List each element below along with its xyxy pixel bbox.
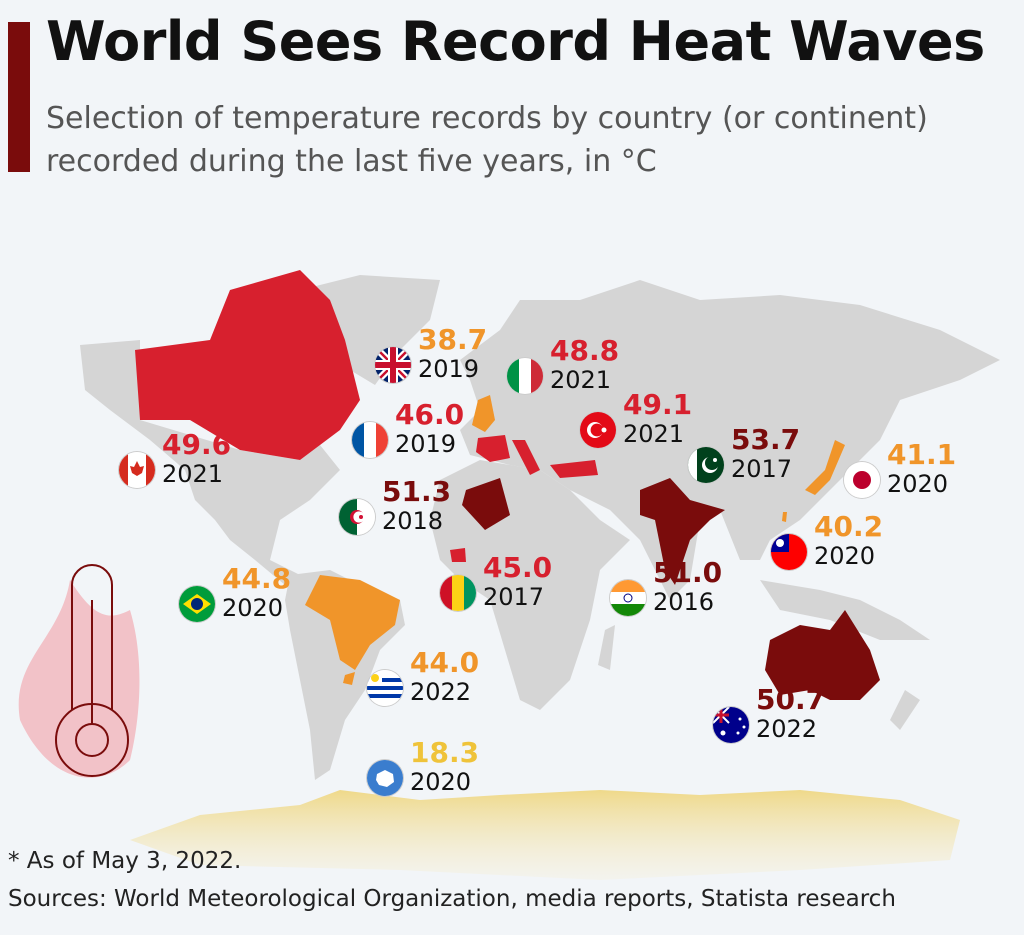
canada-flag-icon bbox=[119, 452, 155, 488]
record-year: 2020 bbox=[222, 594, 284, 622]
record-value: 51.3 bbox=[382, 475, 452, 508]
pakistan-india-region bbox=[640, 478, 725, 585]
italy-region bbox=[512, 440, 540, 475]
brazil-flag-icon bbox=[179, 586, 215, 622]
japan-region bbox=[805, 440, 845, 495]
uruguay-region bbox=[343, 672, 355, 685]
record-value: 49.1 bbox=[623, 388, 693, 421]
new-zealand-land bbox=[890, 690, 920, 730]
record-value: 44.8 bbox=[222, 562, 292, 595]
record-year: 2019 bbox=[395, 430, 457, 458]
taiwan-region bbox=[782, 512, 787, 522]
page-subtitle: Selection of temperature records by coun… bbox=[46, 101, 928, 179]
record-value: 38.7 bbox=[418, 323, 488, 356]
record-value: 40.2 bbox=[814, 510, 884, 543]
uk-region bbox=[472, 395, 495, 432]
record-year: 2020 bbox=[814, 542, 876, 570]
uk-flag-icon bbox=[375, 347, 411, 383]
guinea-flag-icon bbox=[440, 575, 476, 611]
record-value: 49.6 bbox=[162, 428, 232, 461]
france-flag-icon bbox=[352, 422, 388, 458]
algeria-flag-icon bbox=[339, 499, 375, 535]
north-america-land bbox=[80, 340, 340, 585]
record-value: 41.1 bbox=[887, 438, 957, 471]
italy-flag-icon bbox=[507, 358, 543, 394]
brazil-region bbox=[305, 575, 400, 670]
record-year: 2018 bbox=[382, 507, 444, 535]
accent-bar bbox=[8, 22, 30, 172]
algeria-region bbox=[462, 478, 510, 530]
eurasia-land bbox=[460, 280, 1000, 600]
page-title: World Sees Record Heat Waves bbox=[46, 10, 985, 73]
turkey-region bbox=[550, 460, 598, 478]
record-year: 2016 bbox=[653, 588, 715, 616]
turkey-flag-icon bbox=[580, 412, 616, 448]
canada-region bbox=[135, 270, 360, 460]
record-value: 45.0 bbox=[483, 551, 553, 584]
record-year: 2022 bbox=[410, 678, 472, 706]
australia-region bbox=[765, 610, 880, 700]
record-value: 50.7 bbox=[756, 683, 826, 716]
india-flag-icon bbox=[610, 580, 646, 616]
pakistan-flag-icon bbox=[688, 447, 724, 483]
record-value: 48.8 bbox=[550, 334, 620, 367]
guinea-region bbox=[450, 548, 466, 562]
record-year: 2020 bbox=[887, 470, 949, 498]
record-value: 53.7 bbox=[731, 423, 801, 456]
taiwan-flag-icon bbox=[771, 534, 807, 570]
thermometer-icon bbox=[18, 564, 140, 778]
japan-flag-icon bbox=[844, 462, 880, 498]
record-value: 44.0 bbox=[410, 646, 480, 679]
record-value: 46.0 bbox=[395, 398, 465, 431]
record-year: 2022 bbox=[756, 715, 818, 743]
record-year: 2021 bbox=[550, 366, 612, 394]
france-region bbox=[476, 435, 510, 462]
australia-flag-icon bbox=[713, 707, 749, 743]
antarctica-land bbox=[130, 790, 960, 880]
record-value: 18.3 bbox=[410, 736, 480, 769]
record-year: 2020 bbox=[410, 768, 472, 796]
record-year: 2017 bbox=[731, 455, 793, 483]
record-year: 2017 bbox=[483, 583, 545, 611]
record-year: 2021 bbox=[162, 460, 224, 488]
antarctica-flag-icon bbox=[367, 760, 403, 796]
madagascar-land bbox=[598, 625, 615, 670]
sources-line: Sources: World Meteorological Organizati… bbox=[8, 886, 896, 912]
greenland-land bbox=[300, 275, 440, 385]
record-year: 2019 bbox=[418, 355, 480, 383]
record-year: 2021 bbox=[623, 420, 685, 448]
footnote: * As of May 3, 2022. bbox=[8, 848, 242, 874]
record-value: 51.0 bbox=[653, 556, 723, 589]
uruguay-flag-icon bbox=[367, 670, 403, 706]
